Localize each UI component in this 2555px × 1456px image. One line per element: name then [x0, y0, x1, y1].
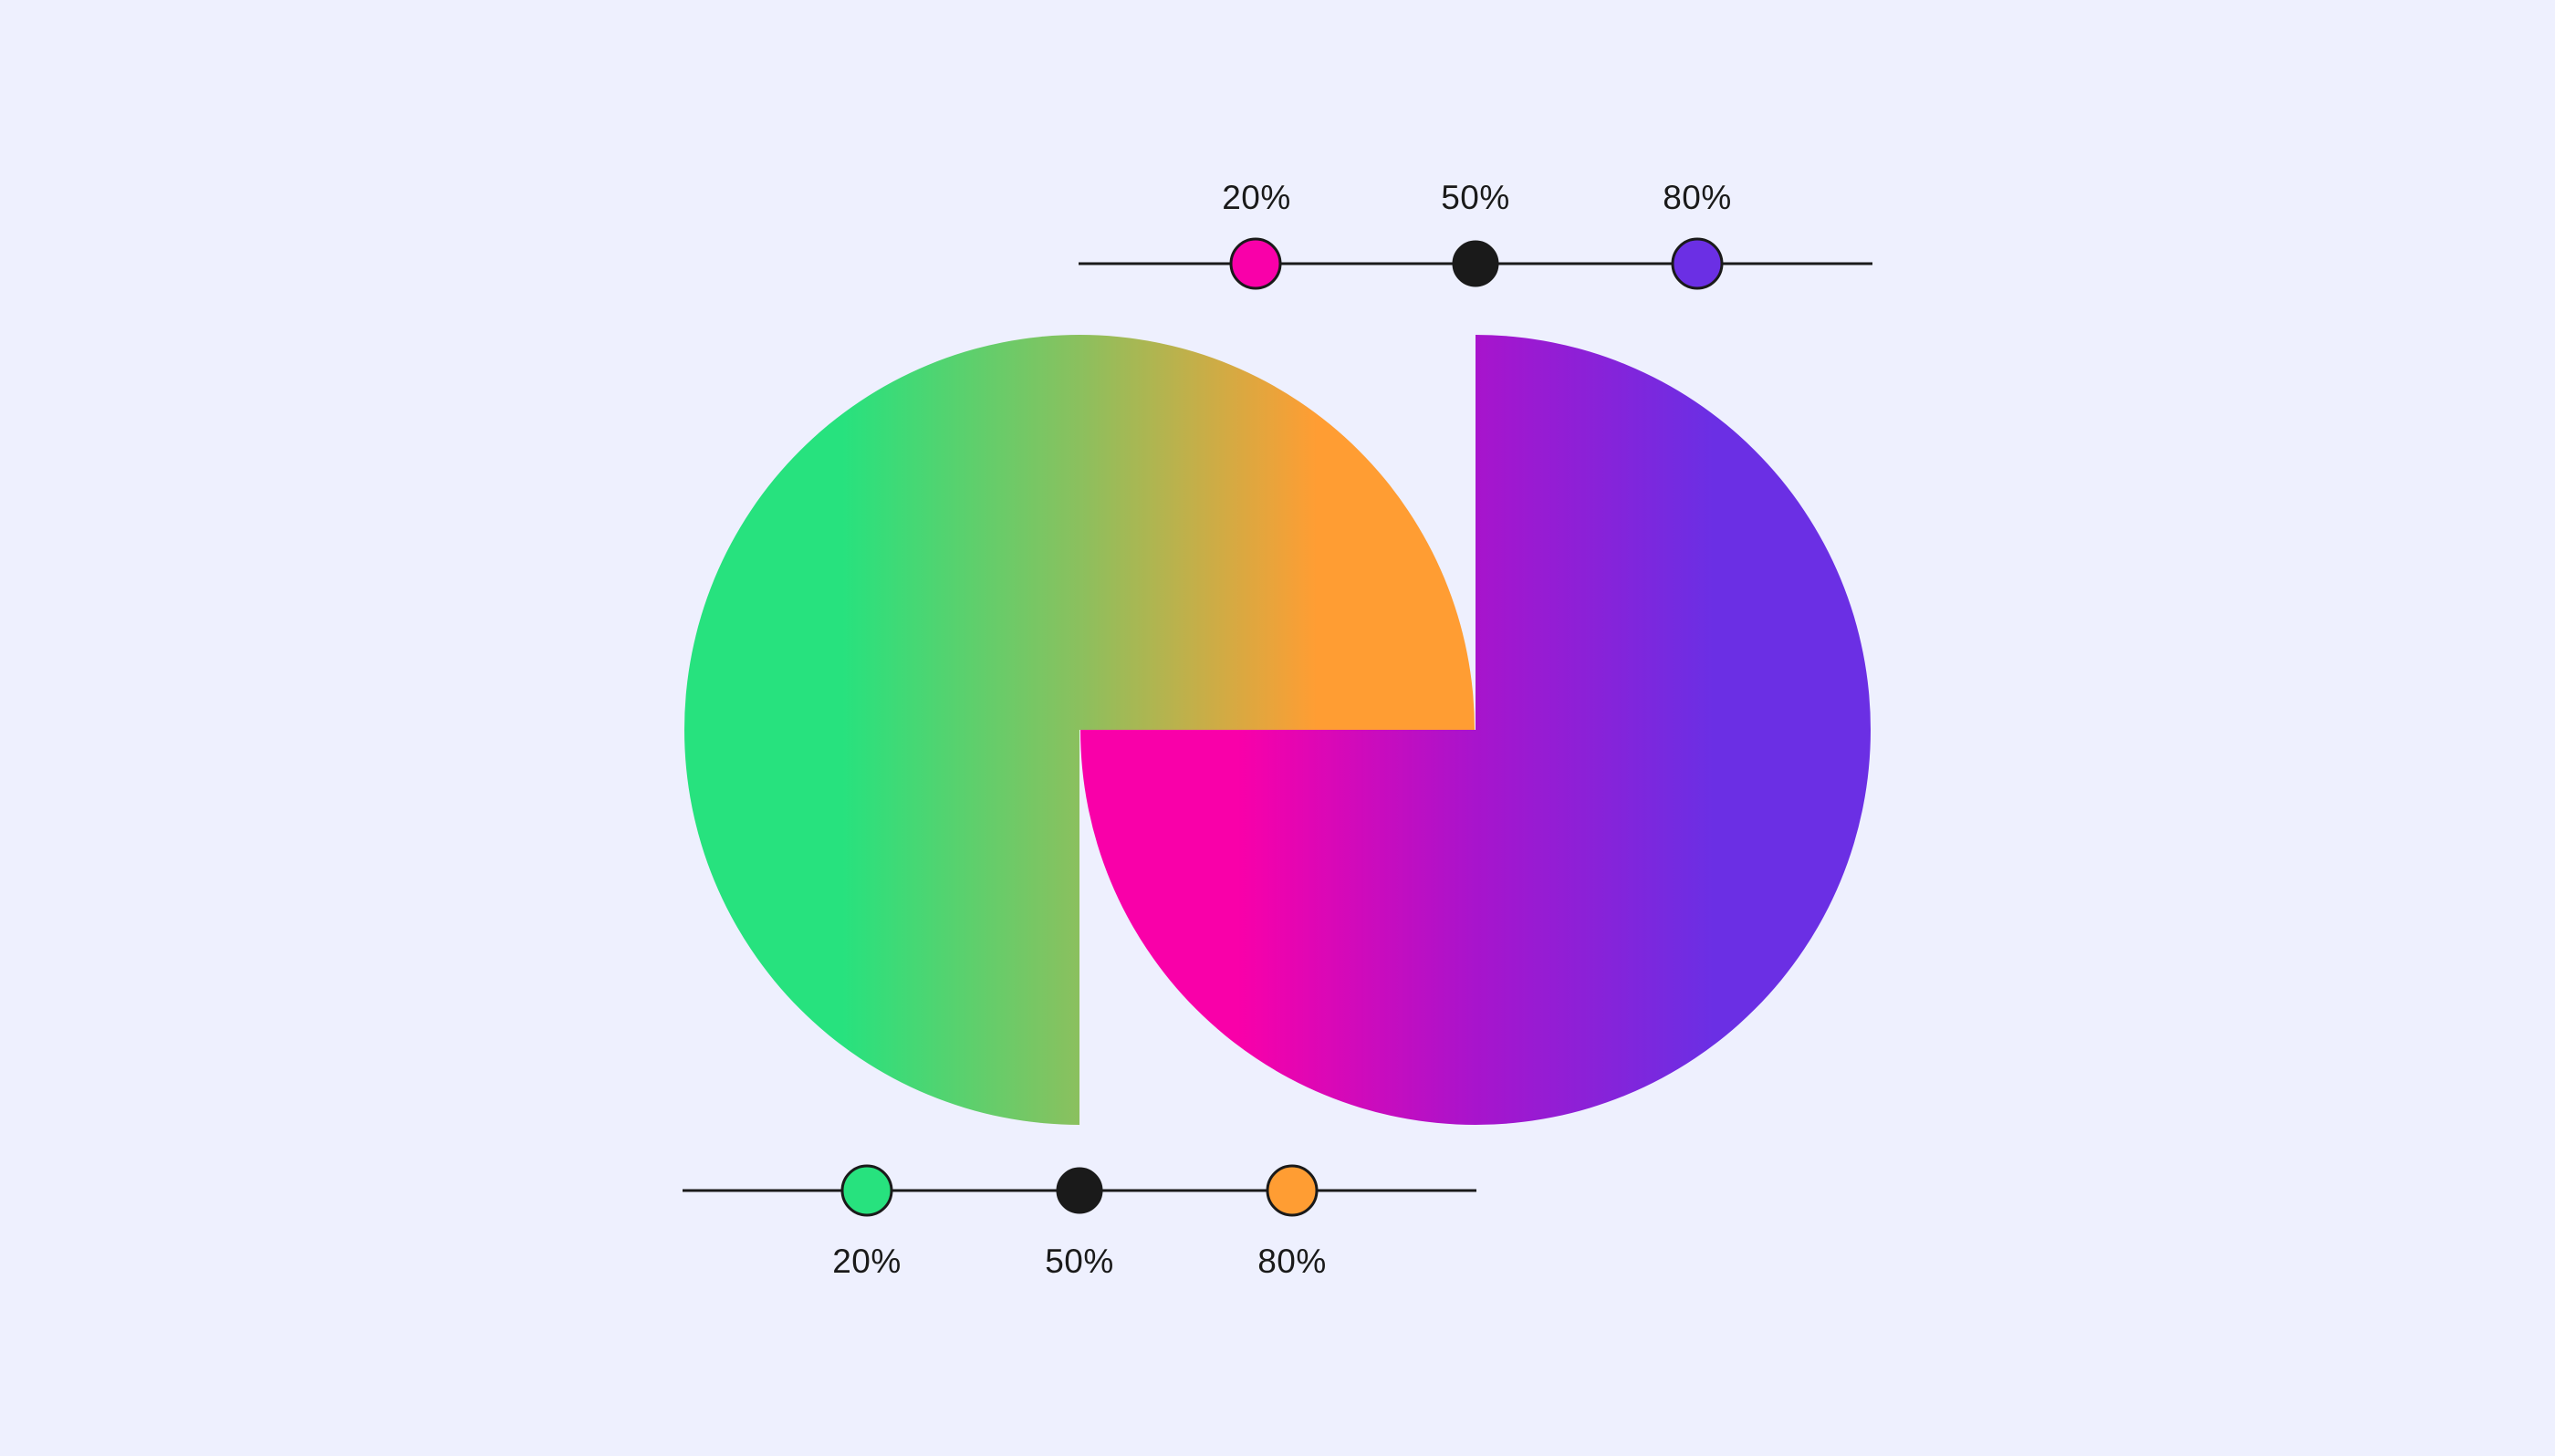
- bottom-slider-stop-0-label: 20%: [832, 1243, 902, 1280]
- top-slider-stop-0-label: 20%: [1222, 179, 1291, 216]
- top-slider-stop-1-label: 50%: [1441, 179, 1510, 216]
- top-slider-stop-0-handle[interactable]: [1229, 237, 1282, 290]
- bottom-slider-stop-2-label: 80%: [1257, 1243, 1327, 1280]
- top-slider-stop-1-handle[interactable]: [1452, 240, 1499, 287]
- left-gradient-shape: [684, 335, 1475, 1125]
- bottom-slider-stop-0-handle[interactable]: [840, 1164, 893, 1217]
- top-slider-stop-2-handle[interactable]: [1671, 237, 1724, 290]
- top-gradient-slider: 20% 50% 80%: [1079, 179, 1872, 290]
- right-gradient-shape: [1080, 335, 1871, 1125]
- bottom-slider-stop-1-label: 50%: [1045, 1243, 1114, 1280]
- bottom-gradient-slider: 20% 50% 80%: [683, 1164, 1476, 1280]
- bottom-slider-stop-2-handle[interactable]: [1266, 1164, 1319, 1217]
- top-slider-stop-2-label: 80%: [1663, 179, 1732, 216]
- bottom-slider-stop-1-handle[interactable]: [1056, 1167, 1103, 1214]
